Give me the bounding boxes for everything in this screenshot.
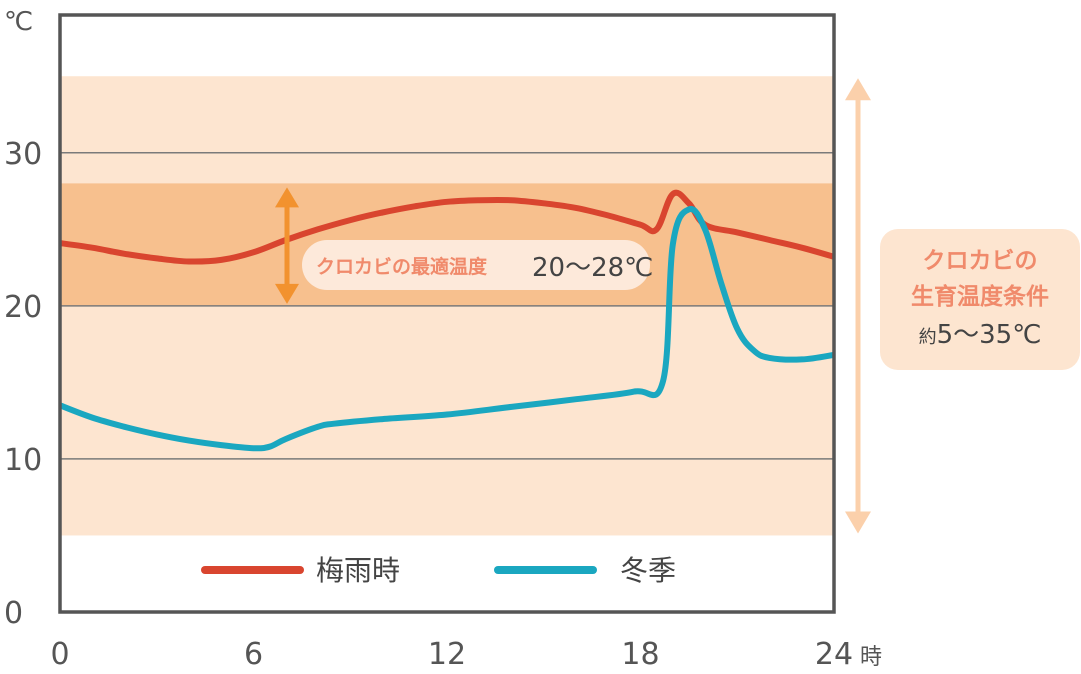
y-axis-ticks: 0 10 20 30: [4, 137, 42, 631]
growth-label-line2: 生育温度条件: [911, 284, 1049, 310]
x-tick-12: 12: [428, 637, 466, 672]
optimal-label-pill: [302, 240, 650, 290]
y-tick-10: 10: [4, 443, 42, 478]
growth-range-arrow: [845, 78, 871, 534]
plot-frame: [58, 13, 836, 614]
y-tick-20: 20: [4, 290, 42, 325]
x-tick-0: 0: [50, 637, 69, 672]
y-tick-0: 0: [4, 596, 23, 631]
optimal-range-value: 20〜28℃: [532, 253, 653, 283]
legend-label-0: 梅雨時: [316, 554, 400, 587]
growth-arrow-head-up: [845, 78, 871, 101]
x-axis-ticks: 0 6 12 18 24: [50, 637, 853, 672]
growth-range: 約5〜35℃: [880, 315, 1080, 358]
optimal-arrow-head-down: [275, 283, 299, 304]
series-line-1: [60, 206, 834, 452]
x-axis-unit: 時: [860, 645, 882, 670]
gridlines: [60, 152, 834, 460]
legend-label-1: 冬季: [620, 554, 676, 587]
growth-arrow-head-down: [845, 511, 871, 534]
y-tick-30: 30: [4, 137, 42, 172]
growth-condition-label: クロカビの 生育温度条件 約5〜35℃: [880, 229, 1080, 370]
x-tick-24: 24: [815, 637, 853, 672]
optimal-label: クロカビの最適温度: [316, 255, 488, 278]
x-tick-6: 6: [244, 637, 263, 672]
optimal-arrow-head-up: [275, 187, 299, 208]
series-lines: [60, 189, 834, 452]
x-tick-18: 18: [621, 637, 659, 672]
growth-range-prefix: 約: [918, 327, 937, 348]
growth-range-value: 5〜35℃: [936, 320, 1042, 350]
y-axis-unit: ℃: [4, 7, 33, 37]
legend: 梅雨時 冬季: [201, 554, 676, 587]
optimal-range-annotation: クロカビの最適温度 20〜28℃: [275, 187, 653, 304]
growth-label-line1: クロカビの: [922, 248, 1038, 274]
